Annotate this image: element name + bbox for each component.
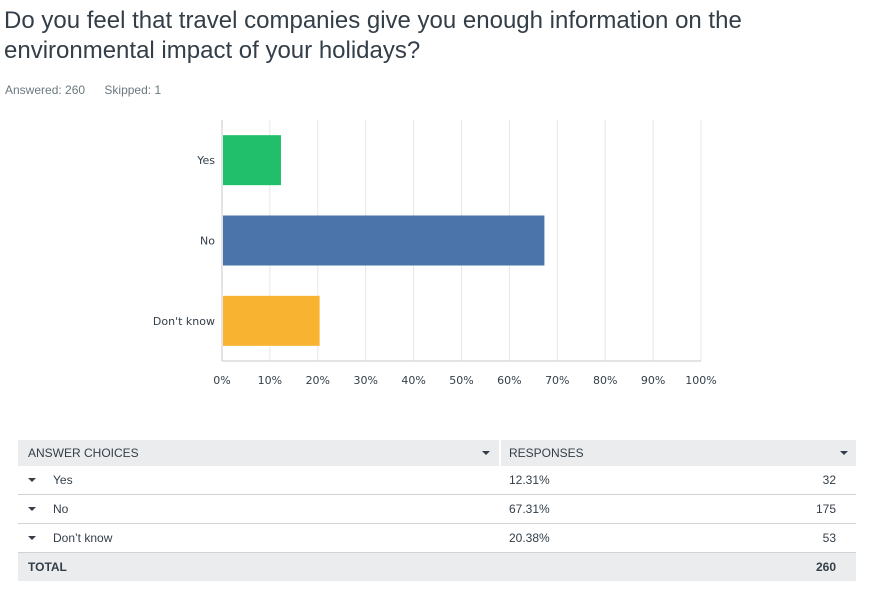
category-label: No: [200, 235, 215, 248]
row-percent: 67.31%: [509, 502, 550, 516]
row-choice: Don’t know: [53, 531, 113, 545]
response-meta: Answered: 260 Skipped: 1: [5, 83, 177, 97]
x-tick-label: 30%: [353, 374, 377, 387]
table-row: Don’t know 20.38% 53: [18, 524, 856, 553]
sort-caret-icon[interactable]: [482, 451, 490, 455]
x-tick-label: 20%: [306, 374, 330, 387]
x-tick-label: 90%: [641, 374, 665, 387]
header-answer-choices[interactable]: ANSWER CHOICES: [28, 446, 139, 460]
row-choice: No: [53, 502, 69, 516]
expand-caret-icon[interactable]: [28, 507, 36, 511]
x-tick-label: 80%: [593, 374, 617, 387]
bar-chart: 0% 10% 20% 30% 40% 50% 60% 70% 80% 90% 100% Yes No Do…: [153, 120, 717, 387]
bar: [223, 135, 281, 186]
row-count: 175: [815, 502, 836, 516]
answered-count: Answered: 260: [5, 83, 86, 97]
total-label: TOTAL: [28, 560, 67, 574]
x-tick-label: 10%: [258, 374, 282, 387]
category-label: Yes: [196, 154, 215, 167]
sort-caret-icon[interactable]: [840, 451, 848, 455]
row-choice: Yes: [53, 473, 73, 487]
row-percent: 20.38%: [509, 531, 550, 545]
skipped-count: Skipped: 1: [104, 83, 162, 97]
row-percent: 12.31%: [509, 473, 550, 487]
total-count: 260: [815, 560, 836, 574]
table-total-row: TOTAL 260: [18, 553, 856, 581]
x-tick-label: 60%: [497, 374, 521, 387]
expand-caret-icon[interactable]: [28, 478, 36, 482]
x-tick-label: 40%: [401, 374, 425, 387]
x-tick-label: 0%: [213, 374, 230, 387]
x-tick-label: 50%: [449, 374, 473, 387]
table-row: No 67.31% 175: [18, 495, 856, 524]
bar: [223, 295, 320, 346]
question-title: Do you feel that travel companies give y…: [4, 7, 742, 64]
bar: [223, 215, 545, 266]
header-responses[interactable]: RESPONSES: [509, 446, 584, 460]
responses-table: ANSWER CHOICES RESPONSES Yes 12.31% 32 N…: [18, 440, 856, 581]
header-divider: [499, 440, 501, 466]
row-count: 53: [822, 531, 836, 545]
category-label: Don't know: [153, 315, 215, 328]
x-tick-label: 100%: [685, 374, 716, 387]
table-row: Yes 12.31% 32: [18, 466, 856, 495]
table-header-row: ANSWER CHOICES RESPONSES: [18, 440, 856, 466]
row-count: 32: [822, 473, 836, 487]
expand-caret-icon[interactable]: [28, 536, 36, 540]
x-tick-label: 70%: [545, 374, 569, 387]
